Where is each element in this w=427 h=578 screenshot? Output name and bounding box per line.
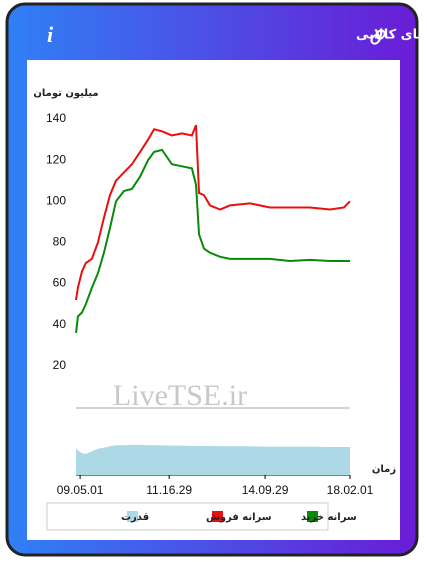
watermark: LiveTSE.ir — [113, 379, 247, 412]
legend-label: سرانه فروش — [206, 512, 272, 523]
y-tick-label: 60 — [53, 276, 67, 290]
y-tick-label: 100 — [46, 193, 66, 207]
series-line — [75, 124, 351, 301]
legend-label: قدرت — [121, 512, 149, 523]
x-axis-label: زمان — [372, 464, 396, 475]
x-tick-label: 18.02.01 — [327, 483, 374, 497]
x-tick-label: 14.09.29 — [242, 483, 289, 497]
y-tick-label: 80 — [53, 235, 67, 249]
legend-label: سرانه خرید — [301, 512, 357, 523]
y-tick-label: 120 — [46, 152, 66, 166]
y-tick-label: 40 — [53, 317, 67, 331]
link-icon[interactable] — [370, 29, 386, 45]
y-tick-label: 140 — [46, 111, 66, 125]
x-tick-label: 11.16.29 — [146, 483, 192, 497]
y-axis-label: میلیون تومان — [33, 88, 98, 99]
info-icon[interactable]: i — [47, 22, 54, 47]
header-title: سرانه ی خرید و فروش حقیقی در صندوق های ک… — [356, 28, 427, 43]
legend-swatch — [127, 511, 138, 522]
legend-swatch — [307, 511, 318, 522]
power-area — [76, 444, 350, 475]
legend — [46, 502, 329, 531]
legend-swatch — [212, 511, 223, 522]
series-line — [75, 148, 350, 334]
x-tick-label: 09.05.01 — [57, 483, 104, 497]
y-tick-label: 20 — [53, 358, 67, 372]
